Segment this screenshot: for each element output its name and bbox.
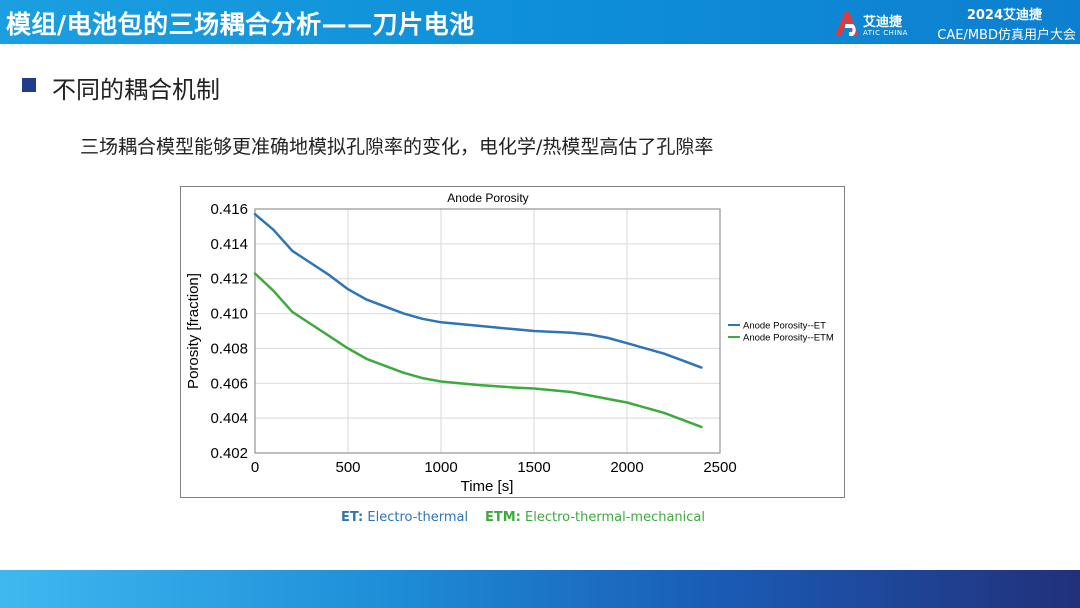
y-tick-label: 0.404: [210, 410, 248, 427]
y-tick-label: 0.402: [210, 445, 248, 462]
conference-name: CAE/MBD仿真用户大会: [937, 28, 1076, 43]
x-tick-label: 2000: [610, 459, 643, 476]
conference-year: 2024艾迪捷: [966, 8, 1042, 23]
y-tick-label: 0.414: [210, 236, 248, 253]
y-tick-label: 0.416: [210, 201, 248, 218]
x-tick-label: 1000: [424, 459, 457, 476]
legend-label-et: Anode Porosity--ET: [743, 321, 826, 332]
porosity-chart: Anode Porosity Time [s] Porosity [fracti…: [180, 186, 845, 498]
y-tick-label: 0.410: [210, 306, 248, 323]
series-line-et: [253, 212, 703, 369]
atic-logo-icon: [835, 12, 859, 36]
y-tick-label: 0.408: [210, 340, 248, 357]
section-title: 不同的耦合机制: [52, 76, 220, 104]
logo-english-text: ATIC CHINA: [863, 29, 908, 37]
etm-abbrev: ETM:: [485, 510, 521, 525]
etm-definition: ETM: Electro-thermal-mechanical: [485, 510, 705, 525]
porosity-chart-svg: Anode Porosity Time [s] Porosity [fracti…: [185, 191, 834, 495]
x-tick-label: 2500: [703, 459, 736, 476]
x-tick-label: 1500: [517, 459, 550, 476]
chart-y-axis-label: Porosity [fraction]: [185, 273, 202, 389]
et-abbrev: ET:: [341, 510, 364, 525]
series-line-etm: [253, 272, 703, 429]
slide-title: 模组/电池包的三场耦合分析——刀片电池: [6, 10, 475, 39]
etm-text: Electro-thermal-mechanical: [520, 510, 706, 525]
square-bullet-icon: [22, 78, 36, 92]
plot-area-border: [254, 208, 721, 454]
slide-subtitle: 三场耦合模型能够更准确地模拟孔隙率的变化，电化学/热模型高估了孔隙率: [80, 136, 714, 158]
logo-chinese-text: 艾迪捷: [863, 15, 903, 30]
x-tick-label: 0: [251, 459, 259, 476]
chart-x-axis-label: Time [s]: [461, 478, 514, 495]
y-tick-label: 0.412: [210, 271, 248, 288]
et-text: Electro-thermal: [363, 510, 469, 525]
legend-label-etm: Anode Porosity--ETM: [743, 333, 834, 344]
et-definition: ET: Electro-thermal: [341, 510, 468, 525]
y-tick-label: 0.406: [210, 375, 248, 392]
slide-header: 模组/电池包的三场耦合分析——刀片电池 艾迪捷 ATIC CHINA 2024艾…: [0, 0, 1080, 44]
chart-title: Anode Porosity: [447, 191, 528, 205]
slide-footer-band: [0, 570, 1080, 608]
atic-logo: 艾迪捷 ATIC CHINA: [833, 10, 923, 40]
x-tick-label: 500: [335, 459, 360, 476]
